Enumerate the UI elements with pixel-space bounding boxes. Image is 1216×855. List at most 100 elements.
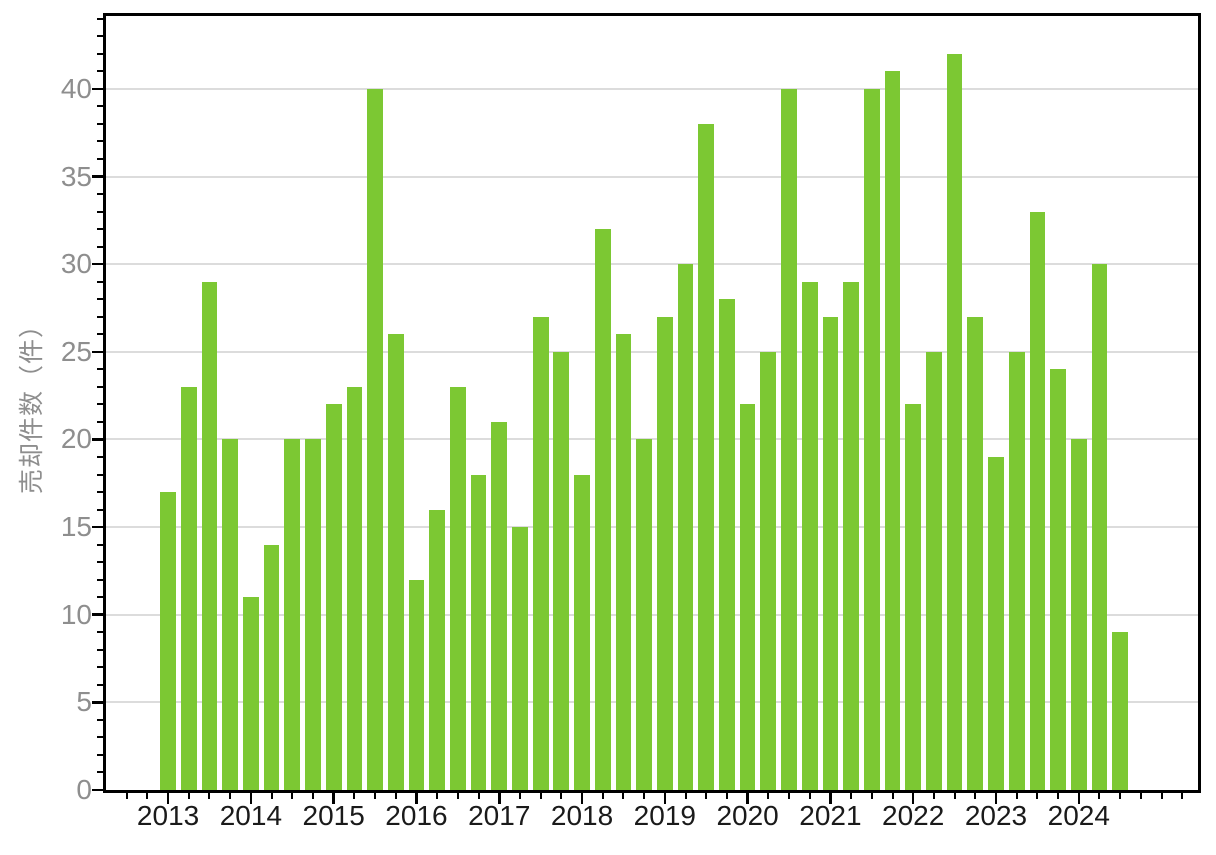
y-minor-tick	[97, 631, 103, 634]
bar	[719, 299, 735, 790]
bar	[615, 334, 632, 790]
x-minor-tick	[456, 793, 459, 799]
x-major-tick	[1077, 793, 1081, 804]
bar	[1070, 439, 1087, 790]
x-minor-tick	[974, 793, 977, 799]
y-tick-label: 15	[60, 511, 92, 543]
x-major-tick	[663, 793, 667, 804]
bar	[863, 88, 880, 790]
x-minor-tick	[560, 793, 563, 799]
y-minor-tick	[97, 648, 103, 651]
y-minor-tick	[97, 35, 103, 38]
x-minor-tick	[1036, 793, 1039, 799]
bar	[532, 316, 549, 790]
x-minor-tick	[374, 793, 377, 799]
x-minor-tick	[1139, 793, 1142, 799]
x-minor-tick	[436, 793, 439, 799]
gridline	[106, 701, 1198, 704]
bar	[574, 474, 590, 790]
x-minor-tick	[187, 793, 190, 799]
y-minor-tick	[97, 455, 103, 458]
x-minor-tick	[891, 793, 894, 799]
bar	[801, 281, 818, 790]
y-major-tick	[92, 175, 103, 178]
bar	[884, 71, 901, 790]
x-minor-tick	[850, 793, 853, 799]
y-minor-tick	[97, 578, 103, 581]
y-minor-tick	[97, 245, 103, 248]
x-minor-tick	[394, 793, 397, 799]
y-minor-tick	[97, 543, 103, 546]
x-minor-tick	[953, 793, 956, 799]
x-minor-tick	[1015, 793, 1018, 799]
bar	[470, 474, 487, 790]
x-minor-tick	[1119, 793, 1122, 799]
bar	[677, 264, 694, 790]
bar	[656, 316, 673, 790]
y-minor-tick	[97, 718, 103, 721]
gridline	[106, 175, 1198, 178]
x-major-tick	[829, 793, 832, 804]
x-tick-label: 2020	[716, 800, 779, 831]
x-minor-tick	[146, 793, 149, 799]
gridline	[106, 438, 1198, 441]
y-major-tick	[92, 262, 103, 266]
y-minor-tick	[97, 193, 103, 196]
bar	[594, 229, 611, 790]
bar	[222, 439, 239, 790]
bar	[201, 281, 218, 790]
bar	[284, 439, 301, 790]
bar	[491, 421, 508, 790]
bar	[1008, 351, 1025, 790]
x-tick-label: 2021	[799, 800, 862, 831]
x-minor-tick	[291, 793, 294, 799]
bar	[760, 351, 777, 790]
x-minor-tick	[477, 793, 480, 799]
x-minor-tick	[518, 793, 521, 799]
x-major-tick	[746, 793, 749, 804]
y-minor-tick	[97, 333, 103, 336]
y-tick-label: 35	[60, 160, 92, 192]
bar	[160, 492, 176, 790]
y-minor-tick	[97, 473, 103, 476]
y-minor-tick	[97, 122, 103, 125]
plot-area	[103, 13, 1201, 793]
gridline	[106, 526, 1198, 529]
x-tick-label: 2019	[633, 800, 696, 831]
x-major-tick	[249, 793, 253, 804]
bar	[553, 351, 570, 790]
y-minor-tick	[97, 228, 103, 231]
x-minor-tick	[622, 793, 625, 799]
x-minor-tick	[684, 793, 687, 799]
x-minor-tick	[353, 793, 356, 799]
y-minor-tick	[97, 403, 103, 406]
gridline	[106, 350, 1198, 353]
y-major-tick	[92, 788, 103, 792]
y-minor-tick	[97, 140, 103, 143]
y-minor-tick	[97, 491, 103, 494]
x-tick-label: 2018	[550, 800, 614, 831]
x-major-tick	[415, 793, 418, 804]
y-minor-tick	[97, 420, 103, 423]
gridline	[106, 263, 1198, 266]
y-minor-tick	[97, 666, 103, 669]
y-minor-tick	[97, 736, 103, 739]
x-minor-tick	[125, 793, 128, 799]
x-major-tick	[911, 793, 915, 804]
y-minor-tick	[97, 315, 103, 318]
y-minor-tick	[97, 561, 103, 564]
x-minor-tick	[767, 793, 770, 799]
x-tick-label: 2017	[468, 800, 531, 831]
x-minor-tick	[788, 793, 791, 799]
y-tick-label: 5	[76, 686, 92, 718]
bar	[843, 281, 859, 790]
x-major-tick	[994, 793, 998, 804]
y-minor-tick	[97, 753, 103, 756]
bar	[1112, 632, 1129, 790]
y-tick-label: 25	[60, 335, 92, 367]
x-minor-tick	[725, 793, 728, 799]
y-minor-tick	[97, 771, 103, 774]
bar	[739, 404, 756, 790]
x-major-tick	[166, 793, 170, 804]
